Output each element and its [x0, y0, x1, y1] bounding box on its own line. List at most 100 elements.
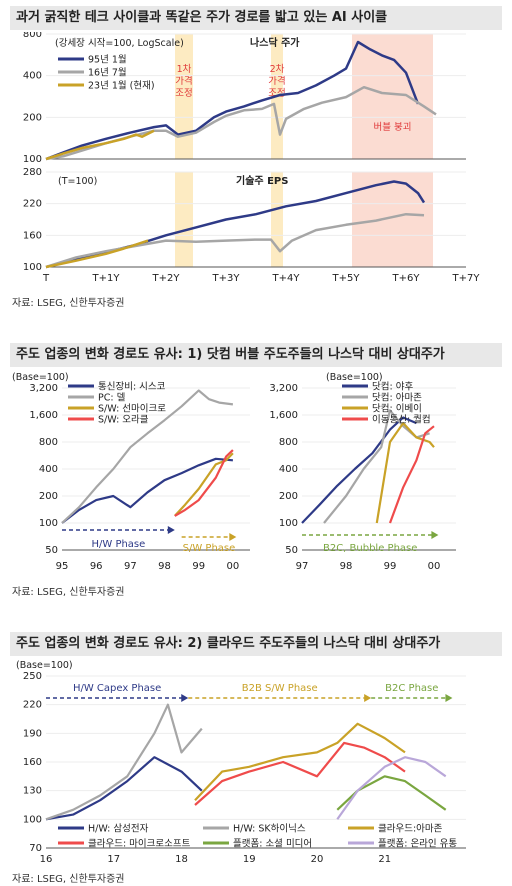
nasdaq-legend-label: 16년 7월 [88, 67, 127, 79]
cloud-series-line [336, 756, 447, 820]
dotcom2-ytick-label: 100 [279, 518, 298, 529]
cloud-ytick-label: 160 [23, 757, 42, 768]
cloud-xtick-label: 17 [107, 854, 120, 865]
phase-label: 조정 [175, 88, 192, 99]
dotcom1-phase-arrowhead [229, 533, 237, 541]
eps-xtick-label: T+4Y [272, 273, 301, 284]
cloud-series-line [194, 722, 406, 801]
cloud-ytick-label: 70 [29, 843, 42, 854]
phase-label: 조정 [268, 88, 285, 99]
dotcom1-xtick-label: 99 [192, 561, 205, 572]
nasdaq-ytick-label: 100 [23, 154, 42, 165]
nasdaq-note: (강세장 시작=100, LogScale) [55, 38, 184, 49]
dotcom1-legend-label: S/W: 오라클 [98, 415, 149, 426]
dotcom1-phase-arrowhead [167, 526, 175, 534]
dotcom2-phase-label: B2C, Bubble Phase [323, 543, 417, 554]
nasdaq-ytick-label: 400 [23, 71, 42, 82]
phase-band [352, 172, 433, 267]
eps-ytick-label: 160 [23, 230, 42, 241]
dotcom1-phase-label: H/W Phase [91, 539, 145, 550]
cloud-series-line [336, 775, 447, 811]
phase-band [175, 172, 193, 267]
cloud-series-line [194, 741, 406, 806]
section2-title: 주도 업종의 변화 경로도 유사: 1) 닷컴 버블 주도주들의 나스닥 대비 … [10, 343, 502, 367]
eps-ytick-label: 280 [23, 167, 42, 178]
cloud-legend-label: 클라우드:아마존 [378, 824, 443, 835]
phase-label: 2차 [270, 63, 285, 75]
dotcom1-ytick-label: 800 [39, 437, 58, 448]
eps-ytick-label: 100 [23, 262, 42, 273]
dotcom1-legend-label: PC: 델 [98, 392, 126, 404]
dotcom2-xtick-label: 97 [296, 561, 309, 572]
cloud-phase-arrowhead [445, 694, 453, 702]
cloud-phase-label: B2B S/W Phase [242, 683, 318, 694]
cloud-ytick-label: 220 [23, 700, 42, 711]
dotcom2-phase-arrowhead [431, 531, 439, 539]
cloud-phase-label: B2C Phase [385, 683, 438, 694]
eps-xtick-label: T+3Y [212, 273, 241, 284]
cloud-series-line [45, 756, 203, 821]
dotcom1-note: (Base=100) [12, 372, 69, 383]
nasdaq-series-line [45, 40, 420, 161]
dotcom2-xtick-label: 00 [428, 561, 441, 572]
eps-xtick-label: T+7Y [452, 273, 481, 284]
phase-band [352, 34, 433, 159]
dotcom1-xtick-label: 98 [158, 561, 171, 572]
cloud-legend-label: 플랫폼: 소셜 미디어 [233, 839, 312, 850]
nasdaq-series-line [45, 129, 155, 161]
cloud-xtick-label: 21 [378, 854, 391, 865]
eps-xtick-label: T+2Y [152, 273, 181, 284]
cloud-legend-label: 클라우드: 마이크로소프트 [88, 839, 191, 850]
cloud-legend-label: 플랫폼: 온라인 유통 [378, 839, 457, 850]
section1-title: 과거 굵직한 테크 사이클과 똑같은 주가 경로를 밟고 있는 AI 사이클 [10, 6, 502, 30]
dotcom2-legend-label: 닷컴: 이베이 [372, 403, 422, 415]
dotcom1-ytick-label: 50 [45, 545, 58, 556]
dotcom1-legend-label: S/W: 선마이크로 [98, 404, 166, 415]
nasdaq-legend-label: 95년 1월 [88, 54, 127, 66]
cloud-phase-arrowhead [181, 694, 189, 702]
cloud-note: (Base=100) [16, 660, 73, 671]
section3-title: 주도 업종의 변화 경로도 유사: 2) 클라우드 주도주들의 나스닥 대비 상… [10, 632, 502, 656]
cloud-chart: (Base=100) 70 100 130 160 190 220 250 H/W Capex … [16, 660, 466, 865]
dotcom2-ytick-label: 1,600 [269, 410, 298, 421]
phase-label: 가격 [175, 75, 192, 87]
cloud-phase-arrowhead [364, 694, 372, 702]
dotcom1-series-line [61, 389, 234, 524]
dotcom2-legend-label: 닷컴: 야후 [372, 381, 413, 393]
dotcom-b2c-chart: (Base=100) 50 100 200 400 800 1,600 3,200 닷컴: 야후… [269, 372, 456, 572]
dotcom1-xtick-label: 97 [124, 561, 137, 572]
section2-source: 자료: LSEG, 신한투자증권 [12, 587, 125, 598]
dotcom1-legend-label: 통신장비: 시스코 [98, 382, 166, 393]
phase-label: 가격 [268, 75, 285, 87]
dotcom1-ytick-label: 100 [39, 518, 58, 529]
section1-source: 자료: LSEG, 신한투자증권 [12, 298, 125, 309]
eps-xtick-label: T+1Y [92, 273, 121, 284]
dotcom2-legend-label: 닷컴: 아마존 [372, 392, 422, 404]
eps-ytick-label: 220 [23, 199, 42, 210]
phase-band [175, 34, 193, 159]
dotcom1-ytick-label: 3,200 [29, 383, 58, 394]
cloud-legend-label: H/W: SK하이닉스 [233, 823, 306, 835]
dotcom2-xtick-label: 98 [340, 561, 353, 572]
dotcom1-xtick-label: 96 [90, 561, 103, 572]
cloud-phase-label: H/W Capex Phase [73, 683, 161, 694]
eps-series-line [45, 239, 149, 269]
dotcom1-ytick-label: 200 [39, 491, 58, 502]
dotcom2-ytick-label: 50 [285, 545, 298, 556]
dotcom2-series-line [375, 421, 435, 524]
nasdaq-title: 나스닥 주가 [250, 36, 300, 49]
cloud-ytick-label: 190 [23, 728, 42, 739]
dotcom1-xtick-label: 95 [56, 561, 69, 572]
dotcom2-legend-label: 이동통신: 퀄컴 [372, 414, 431, 426]
dotcom2-note: (Base=100) [326, 372, 383, 383]
cloud-series-line [45, 703, 203, 821]
cloud-legend-label: H/W: 삼성전자 [88, 824, 149, 835]
nasdaq-ytick-label: 800 [23, 32, 42, 40]
dotcom2-ytick-label: 800 [279, 437, 298, 448]
dotcom2-series-line [388, 425, 435, 524]
eps-xtick-label: T+6Y [392, 273, 421, 284]
dotcom2-ytick-label: 400 [279, 464, 298, 475]
dotcom2-ytick-label: 200 [279, 491, 298, 502]
dotcom1-ytick-label: 400 [39, 464, 58, 475]
